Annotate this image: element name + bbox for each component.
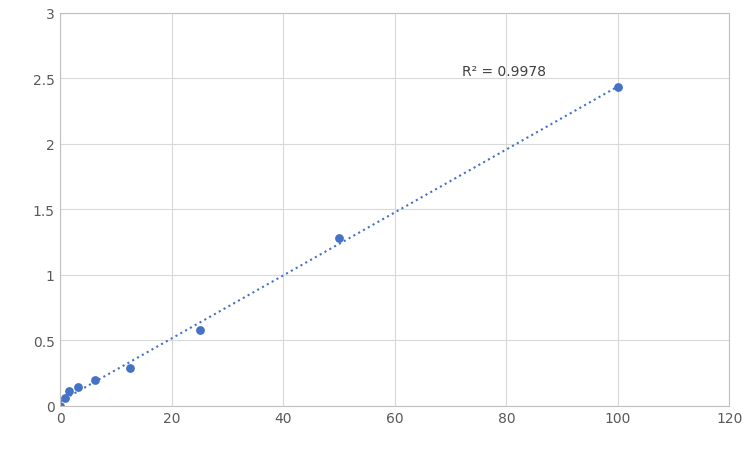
Point xyxy=(612,84,624,92)
Point xyxy=(124,364,136,372)
Point xyxy=(63,388,75,395)
Point xyxy=(71,384,83,391)
Point xyxy=(59,395,71,402)
Text: R² = 0.9978: R² = 0.9978 xyxy=(462,65,546,79)
Point xyxy=(89,376,101,383)
Point xyxy=(193,327,205,334)
Point xyxy=(54,402,66,410)
Point xyxy=(333,235,345,242)
